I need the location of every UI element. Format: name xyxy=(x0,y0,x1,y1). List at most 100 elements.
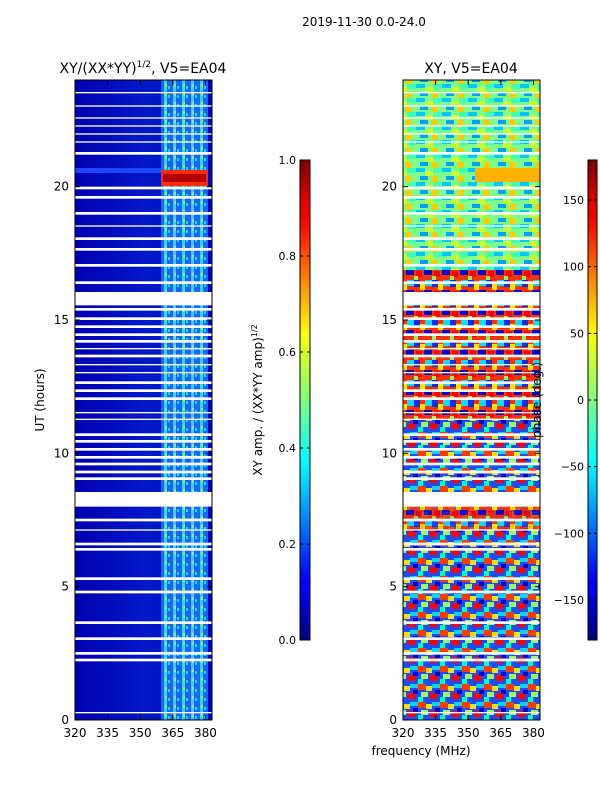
phase-xtick-label: 365 xyxy=(489,726,512,740)
amplitude-flagged-gap xyxy=(75,518,212,522)
amplitude-flagged-gap xyxy=(75,225,212,227)
phase-flagged-gap xyxy=(403,456,540,459)
phase-flagged-gap xyxy=(403,225,540,227)
amplitude-flagged-gaps xyxy=(75,92,212,714)
amplitude-flagged-gap xyxy=(75,281,212,284)
amplitude-flagged-gap xyxy=(75,364,212,366)
phase-flagged-gap xyxy=(403,196,540,199)
amplitude-flagged-gap xyxy=(75,333,212,336)
amplitude-xtick-label: 365 xyxy=(161,726,184,740)
amplitude-colorbar-label: XY amp. / (XX*YY amp)1/2 xyxy=(250,324,265,475)
amplitude-ylabel: UT (hours) xyxy=(33,368,47,431)
phase-flagged-gap xyxy=(403,658,540,662)
phase-colorbar-tick-label: −150 xyxy=(554,594,584,607)
amplitude-flagged-gap xyxy=(75,248,212,251)
amplitude-xtick-label: 320 xyxy=(64,726,87,740)
phase-flagged-gap xyxy=(403,381,540,384)
phase-ytick-label: 15 xyxy=(382,313,397,327)
amplitude-flagged-gap xyxy=(75,92,212,94)
phase-flagged-gap xyxy=(403,292,540,306)
phase-flagged-gap xyxy=(403,492,540,507)
phase-panel-title: XY, V5=EA04 xyxy=(424,61,518,77)
phase-flagged-gap xyxy=(403,372,540,374)
figure-suptitle: 2019-11-30 0.0-24.0 xyxy=(302,15,426,29)
amplitude-flagged-gap xyxy=(75,212,212,215)
amplitude-flagged-gap xyxy=(75,477,212,480)
amplitude-flagged-gap xyxy=(75,317,212,320)
amplitude-flagged-gap xyxy=(75,712,212,714)
amplitude-flagged-gap xyxy=(75,125,212,127)
phase-flagged-gap xyxy=(403,125,540,127)
phase-flagged-gap xyxy=(403,440,540,443)
amplitude-ytick-label: 5 xyxy=(61,580,69,594)
amplitude-ytick-label: 15 xyxy=(54,313,69,327)
amplitude-flagged-gap xyxy=(75,637,212,640)
amplitude-ytick-label: 0 xyxy=(61,713,69,727)
phase-xtick-label: 335 xyxy=(424,726,447,740)
phase-flagged-gap xyxy=(403,152,540,155)
phase-x-ticks: 320 335 350 365 380 xyxy=(392,80,545,740)
amplitude-flagged-gap xyxy=(75,412,212,414)
amplitude-y-ticks: 0 5 10 15 20 xyxy=(54,180,212,727)
amplitude-colorbar-ticks: 0.0 0.2 0.4 0.6 0.8 1.0 xyxy=(279,154,310,647)
phase-flagged-gap xyxy=(403,397,540,400)
amplitude-flagged-gap xyxy=(75,418,212,420)
phase-heatmap-image xyxy=(403,80,540,720)
amplitude-flagged-gap xyxy=(75,105,212,107)
amplitude-flagged-gap xyxy=(75,529,212,531)
phase-ytick-label: 0 xyxy=(389,713,397,727)
phase-flagged-gap xyxy=(403,92,540,94)
amplitude-flagged-gap xyxy=(75,433,212,436)
amplitude-flagged-gap xyxy=(75,152,212,155)
phase-flagged-gap xyxy=(403,333,540,336)
amplitude-flagged-gap xyxy=(75,397,212,400)
amplitude-colorbar: 0.0 0.2 0.4 0.6 0.8 1.0 XY amp. / (XX*YY amp)… xyxy=(250,154,311,647)
phase-colorbar-tick-label: −50 xyxy=(561,461,584,474)
amplitude-flagged-gap xyxy=(75,440,212,443)
amplitude-x-ticks: 320 335 350 365 380 xyxy=(64,80,217,740)
phase-flagged-gap xyxy=(403,412,540,414)
phase-flagged-gap xyxy=(403,317,540,320)
phase-ytick-label: 10 xyxy=(382,446,397,460)
phase-flagged-gap xyxy=(403,248,540,251)
phase-flagged-gap xyxy=(403,117,540,119)
phase-flagged-gap xyxy=(403,542,540,546)
amplitude-axes-frame xyxy=(74,79,213,721)
amplitude-flagged-gap xyxy=(75,590,212,594)
amplitude-flagged-gap xyxy=(75,448,212,451)
shared-xlabel: frequency (MHz) xyxy=(371,744,470,758)
phase-flagged-gap xyxy=(403,141,540,143)
phase-lower-noise xyxy=(403,420,540,720)
phase-colorbar-tick-label: 50 xyxy=(570,327,584,340)
amplitude-flagged-gap xyxy=(75,340,212,343)
phase-flagged-gap xyxy=(403,448,540,451)
amplitude-flagged-gap xyxy=(75,542,212,546)
phase-flagged-gap xyxy=(403,621,540,624)
amplitude-flagged-gap xyxy=(75,577,212,580)
phase-y-ticks: 0 5 10 15 20 xyxy=(382,180,540,727)
amplitude-panel-title: XY/(XX*YY)1/2, V5=EA04 xyxy=(60,60,227,77)
amplitude-flagged-gap xyxy=(75,372,212,374)
amplitude-flagged-gap xyxy=(75,658,212,662)
phase-colorbar-tick-label: 100 xyxy=(563,261,584,274)
phase-flagged-gap xyxy=(403,529,540,531)
amplitude-flagged-gap xyxy=(75,292,212,306)
phase-flagged-gap xyxy=(403,518,540,522)
phase-flagged-gap xyxy=(403,577,540,580)
phase-flagged-gap xyxy=(403,212,540,215)
phase-flagged-gap xyxy=(403,712,540,714)
amplitude-flagged-gap xyxy=(75,264,212,267)
amplitude-colorbar-tick-label: 0.8 xyxy=(279,250,297,263)
phase-flagged-gap xyxy=(403,340,540,343)
phase-flagged-gap xyxy=(403,281,540,284)
amplitude-panel: XY/(XX*YY)1/2, V5=EA04 320 335 350 365 380 0… xyxy=(33,60,227,740)
amplitude-ytick-label: 20 xyxy=(54,180,69,194)
amplitude-xtick-label: 380 xyxy=(194,726,217,740)
amplitude-hot-band-core xyxy=(163,174,206,182)
phase-panel: XY, V5=EA04 320 335 350 365 380 0 5 10 15 20 xyxy=(382,61,545,740)
phase-colorbar: 150 100 50 0 −50 −100 −150 phase (deg.) xyxy=(530,159,598,641)
amplitude-flagged-gap xyxy=(75,133,212,135)
amplitude-flagged-gap xyxy=(75,456,212,459)
phase-flagged-gap xyxy=(403,590,540,594)
